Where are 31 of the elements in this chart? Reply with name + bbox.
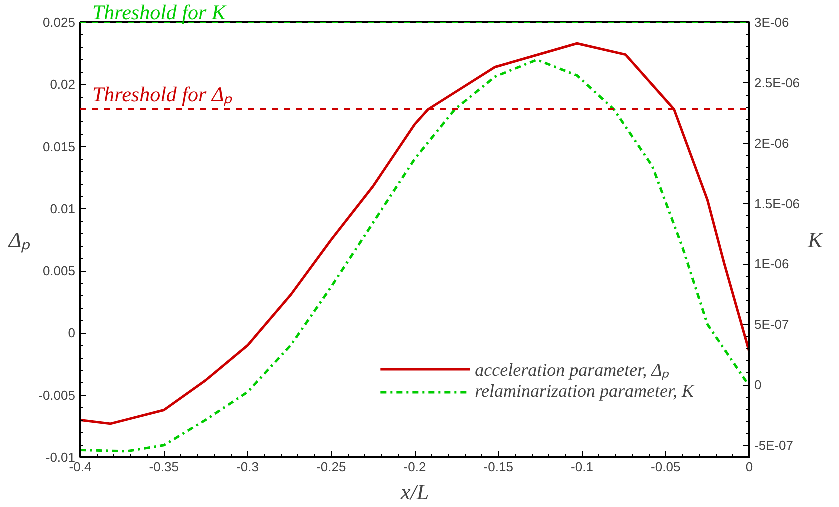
y-tick-label: 0	[68, 326, 76, 341]
y2-tick-label: 0	[754, 378, 762, 392]
y2-tick-label: 1.5E-06	[754, 196, 800, 212]
x-tick-label: -0.2	[404, 460, 426, 474]
y-tick-label: 0.005	[42, 264, 76, 279]
ref-line-label: Threshold for K	[92, 0, 227, 24]
y2-axis-title: K	[807, 228, 824, 252]
x-tick-label: -0.3	[236, 460, 259, 474]
y-tick-label: 0.015	[42, 139, 76, 154]
x-tick-label: -0.15	[484, 460, 514, 474]
x-tick-label: -0.35	[149, 460, 179, 474]
y2-tick-label: -5E-07	[754, 438, 794, 453]
x-axis-title: x/L	[400, 480, 430, 504]
y-tick-label: -0.01	[46, 450, 76, 465]
y2-tick-label: 1E-06	[754, 256, 790, 272]
y2-tick-label: 3E-06	[754, 15, 790, 30]
x-tick-label: -0.1	[571, 460, 594, 474]
y-tick-label: 0.02	[50, 77, 76, 92]
y2-tick-label: 2E-06	[754, 136, 790, 151]
ref-line-label: Threshold for Δₚ	[92, 82, 234, 108]
x-tick-label: -0.25	[316, 460, 346, 474]
legend-label: relaminarization parameter, K	[475, 381, 694, 402]
x-tick-label: -0.05	[651, 460, 681, 474]
y-axis-title: Δₚ	[8, 228, 31, 254]
legend-label: acceleration parameter, Δₚ	[475, 359, 670, 381]
y-tick-label: 0.01	[50, 201, 76, 216]
x-tick-label: 0	[746, 460, 754, 474]
y2-tick-label: 2.5E-06	[754, 75, 800, 90]
y-tick-label: -0.005	[38, 388, 76, 403]
y2-tick-label: 5E-07	[754, 317, 790, 332]
y-tick-label: 0.025	[42, 15, 76, 30]
